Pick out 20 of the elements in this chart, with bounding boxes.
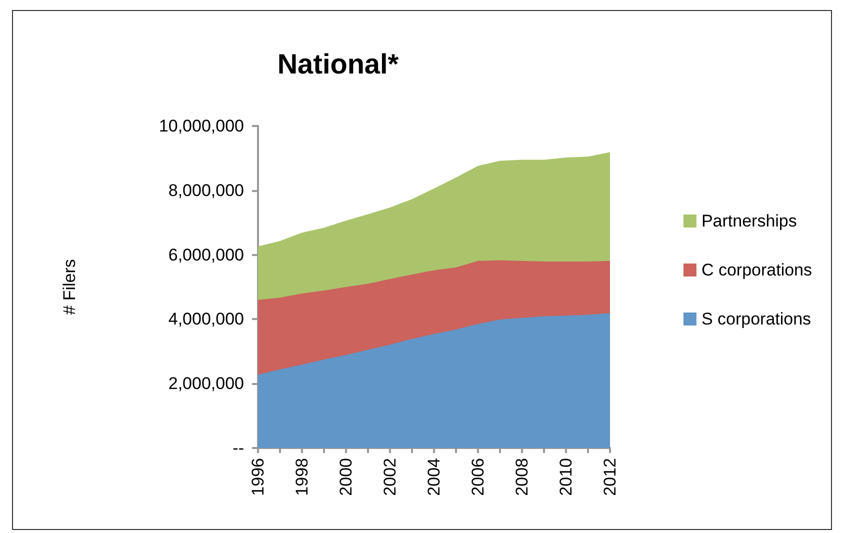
legend-label: C corporations <box>701 260 812 280</box>
x-tick-label: 1998 <box>292 458 312 496</box>
x-tick-label: 2010 <box>556 458 576 496</box>
y-tick-label: 8,000,000 <box>168 180 244 200</box>
x-tick-label: 2004 <box>424 458 444 496</box>
legend-label: Partnerships <box>701 212 797 230</box>
x-tick-label: 2002 <box>380 458 400 496</box>
y-tick-label: 6,000,000 <box>168 245 244 264</box>
x-tick-label: 2008 <box>512 458 532 496</box>
chart-title: National* <box>277 48 399 80</box>
y-tick-label: 4,000,000 <box>168 310 244 329</box>
x-tick-label: 2012 <box>600 458 620 496</box>
y-axis-title: # Filers <box>60 259 79 315</box>
x-tick-label: 1996 <box>248 458 268 496</box>
x-tick-label: 2000 <box>336 458 356 496</box>
x-tick-label: 2006 <box>468 458 488 496</box>
legend-label: S corporations <box>701 310 812 328</box>
y-tick-label: -- <box>232 438 244 458</box>
y-tick-label: 10,000,000 <box>158 116 244 136</box>
y-tick-label: 2,000,000 <box>168 374 244 394</box>
